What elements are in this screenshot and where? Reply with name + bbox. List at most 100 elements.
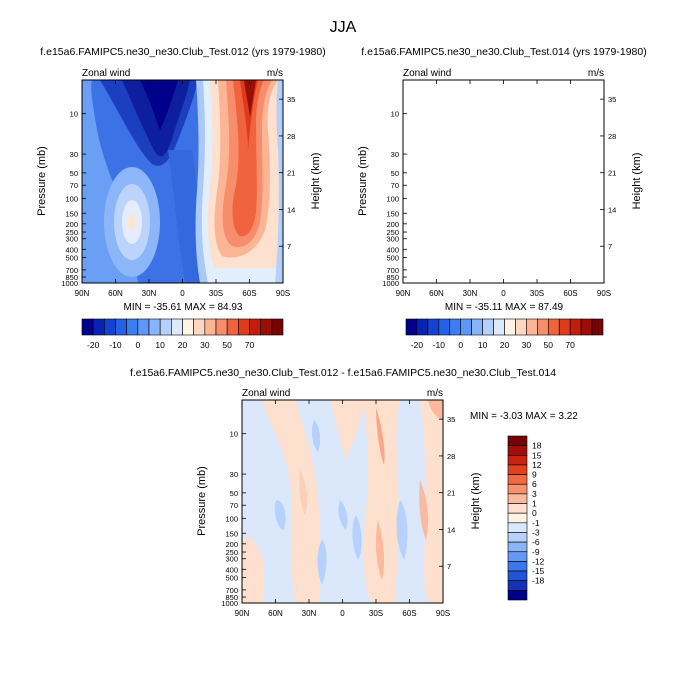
colorbar-swatch	[526, 318, 538, 336]
colorbar-swatch	[591, 318, 604, 336]
colorbar-label: -10	[109, 340, 122, 350]
height-tick-label: 21	[287, 169, 295, 178]
colorbar-swatch	[507, 445, 528, 456]
pressure-tick-label: 70	[70, 181, 78, 190]
colorbar-case2: -20 -10 0 10 20 30 50 70	[405, 318, 604, 350]
colorbar-swatch	[427, 318, 440, 336]
pressure-tick-label: 50	[230, 489, 238, 498]
lat-tick-label: 60S	[242, 289, 256, 298]
panel-case2-title: f.e15a6.FAMIPC5.ne30_ne30.Club_Test.014 …	[361, 46, 646, 58]
panel-case1-units-label: m/s	[267, 68, 283, 79]
colorbar-swatch	[92, 318, 105, 336]
colorbar-label: -9	[532, 547, 540, 557]
lat-tick-label: 0	[180, 289, 185, 298]
height-tick-label: 14	[447, 525, 455, 534]
colorbar-swatch	[504, 318, 516, 336]
panel-case2: f.e15a6.FAMIPC5.ne30_ne30.Club_Test.014 …	[357, 46, 647, 313]
colorbar-swatch	[171, 318, 183, 336]
height-tick-label: 35	[447, 415, 455, 424]
colorbar-swatch	[449, 318, 462, 336]
lat-tick-label: 60N	[108, 289, 123, 298]
pressure-tick-label: 200	[386, 220, 399, 229]
pressure-tick-label: 300	[65, 235, 78, 244]
colorbar-swatch	[104, 318, 116, 336]
pressure-tick-label: 500	[65, 254, 78, 263]
panel-diff-variable-label: Zonal wind	[242, 388, 290, 399]
pressure-tick-label: 250	[225, 548, 238, 557]
lat-tick-label: 60S	[402, 609, 416, 618]
colorbar-swatch	[471, 318, 483, 336]
colorbar-swatch	[148, 318, 161, 336]
colorbar-label: -15	[532, 566, 545, 576]
colorbar-swatch	[507, 454, 528, 466]
height-tick-label: 21	[608, 169, 616, 178]
panel-case1-ylabel-right: Height (km)	[310, 153, 322, 210]
colorbar-swatch	[507, 580, 528, 591]
colorbar-swatch	[238, 318, 250, 336]
pressure-tick-label: 50	[70, 169, 78, 178]
colorbar-swatch	[507, 541, 528, 553]
colorbar-label: 0	[458, 340, 463, 350]
lat-tick-label: 90S	[597, 289, 611, 298]
lat-tick-label: 30N	[302, 609, 317, 618]
colorbar-swatch	[226, 318, 239, 336]
height-tick-label: 14	[287, 205, 295, 214]
pressure-tick-label: 30	[230, 470, 238, 479]
colorbar-swatch	[580, 318, 593, 336]
panel-case2-axes: 90N 60N 30N 0 30S 60S 90S103050701001502002503…	[382, 80, 616, 298]
colorbar-swatch	[507, 551, 528, 562]
colorbar-swatch	[137, 318, 150, 336]
colorbar-label: 1	[532, 499, 537, 509]
colorbar-swatch	[159, 318, 172, 336]
colorbar-swatch	[493, 318, 505, 336]
colorbar-swatch	[182, 318, 194, 336]
panel-diff-title: f.e15a6.FAMIPC5.ne30_ne30.Club_Test.012 …	[130, 367, 556, 379]
panel-diff-ylabel-right: Height (km)	[470, 473, 482, 530]
colorbar-label: 10	[155, 340, 165, 350]
colorbar-swatch	[482, 318, 494, 336]
colorbar-label: -20	[87, 340, 100, 350]
lat-tick-label: 30N	[142, 289, 157, 298]
pressure-tick-label: 100	[386, 194, 399, 203]
colorbar-label: -10	[433, 340, 446, 350]
lat-tick-label: 60S	[563, 289, 577, 298]
pressure-tick-label: 10	[70, 110, 78, 119]
height-tick-label: 7	[447, 562, 451, 571]
lat-tick-label: 90N	[75, 289, 90, 298]
colorbar-label: -3	[532, 527, 540, 537]
colorbar-swatch	[569, 318, 582, 336]
lat-tick-label: 60N	[429, 289, 444, 298]
colorbar-label: 50	[222, 340, 232, 350]
colorbar-label: -18	[532, 576, 545, 586]
colorbar-label: -12	[532, 556, 545, 566]
pressure-tick-label: 50	[391, 169, 399, 178]
panel-case1-variable-label: Zonal wind	[82, 68, 130, 79]
pressure-tick-label: 850	[225, 593, 238, 602]
colorbar-swatch	[271, 318, 284, 336]
pressure-tick-label: 150	[65, 209, 78, 218]
panel-diff-stats: MIN = -3.03 MAX = 3.22	[470, 411, 578, 422]
colorbar-label: 15	[532, 450, 542, 460]
colorbar-label: -1	[532, 518, 540, 528]
height-tick-label: 21	[447, 489, 455, 498]
height-tick-label: 28	[287, 132, 295, 141]
colorbar-label: 70	[245, 340, 255, 350]
lat-tick-label: 90S	[276, 289, 290, 298]
lat-tick-label: 0	[340, 609, 345, 618]
lat-tick-label: 30S	[369, 609, 383, 618]
colorbar-swatch	[507, 474, 528, 485]
pressure-tick-label: 500	[386, 254, 399, 263]
panel-diff: f.e15a6.FAMIPC5.ne30_ne30.Club_Test.012 …	[130, 367, 578, 618]
pressure-tick-label: 400	[65, 245, 78, 254]
colorbar-swatch	[515, 318, 527, 336]
pressure-tick-label: 700	[65, 266, 78, 275]
colorbar-swatch	[507, 435, 528, 446]
colorbar-label: 20	[178, 340, 188, 350]
panel-diff-contour-field	[242, 400, 443, 603]
colorbar-swatch	[460, 318, 472, 336]
colorbar-swatch	[507, 503, 528, 514]
colorbar-label: 3	[532, 489, 537, 499]
panel-diff-axes: 90N 60N 30N 0 30S 60S 90S103050701001502002503…	[221, 400, 455, 618]
